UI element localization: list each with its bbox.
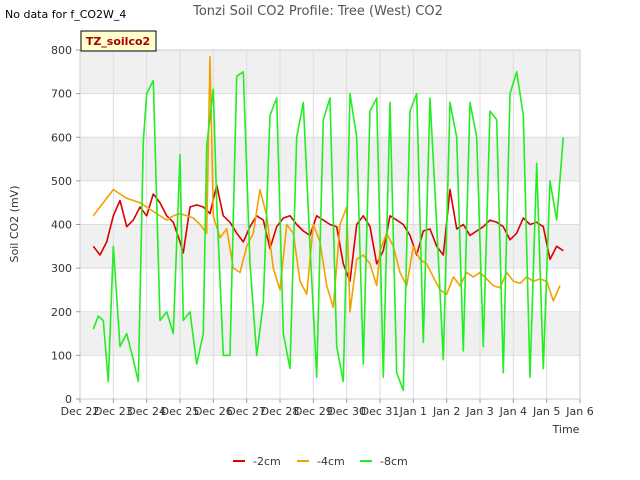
band — [80, 224, 580, 269]
y-tick-label: 400 — [51, 219, 72, 232]
band — [80, 50, 580, 94]
background-bands — [80, 50, 580, 356]
y-tick-label: 300 — [51, 262, 72, 275]
y-tick-label: 600 — [51, 131, 72, 144]
x-tick-label: Dec 22 — [61, 405, 100, 418]
legend-label: -8cm — [380, 455, 408, 468]
y-axis-ticks: 0 100 200 300 400 500 600 700 800 — [51, 44, 80, 406]
y-tick-label: 200 — [51, 306, 72, 319]
x-tick-label: Jan 6 — [565, 405, 593, 418]
annotation-label: TZ_soilco2 — [86, 35, 150, 48]
legend: -2cm -4cm -8cm — [233, 455, 408, 468]
x-tick-label: Jan 5 — [532, 405, 560, 418]
x-axis-label: Time — [552, 423, 580, 436]
x-tick-label: Jan 2 — [432, 405, 460, 418]
x-tick-label: Dec 23 — [94, 405, 133, 418]
x-tick-label: Dec 25 — [161, 405, 200, 418]
x-tick-label: Dec 28 — [261, 405, 300, 418]
series-lines — [92, 55, 565, 392]
x-tick-label: Dec 26 — [194, 405, 233, 418]
annotation-box: TZ_soilco2 — [80, 30, 157, 52]
x-tick-label: Dec 31 — [361, 405, 400, 418]
x-tick-label: Dec 24 — [127, 405, 166, 418]
x-tick-label: Dec 29 — [294, 405, 333, 418]
x-tick-label: Jan 3 — [465, 405, 493, 418]
y-tick-label: 800 — [51, 44, 72, 57]
x-tick-label: Jan 4 — [499, 405, 527, 418]
y-tick-label: 0 — [65, 393, 72, 406]
x-tick-label: Dec 30 — [327, 405, 366, 418]
y-tick-label: 500 — [51, 175, 72, 188]
band — [80, 311, 580, 356]
x-tick-label: Jan 1 — [399, 405, 427, 418]
series-line-neg4cm — [92, 55, 561, 313]
series-line-neg2cm — [92, 184, 564, 283]
legend-label: -2cm — [253, 455, 281, 468]
x-tick-label: Dec 27 — [227, 405, 266, 418]
y-tick-label: 100 — [51, 349, 72, 362]
y-axis-label: Soil CO2 (mV) — [8, 186, 21, 263]
y-tick-label: 700 — [51, 88, 72, 101]
series-line-neg8cm — [92, 71, 565, 392]
chart-title: Tonzi Soil CO2 Profile: Tree (West) CO2 — [192, 4, 443, 19]
top-left-note: No data for f_CO2W_4 — [5, 8, 126, 21]
legend-label: -4cm — [317, 455, 345, 468]
